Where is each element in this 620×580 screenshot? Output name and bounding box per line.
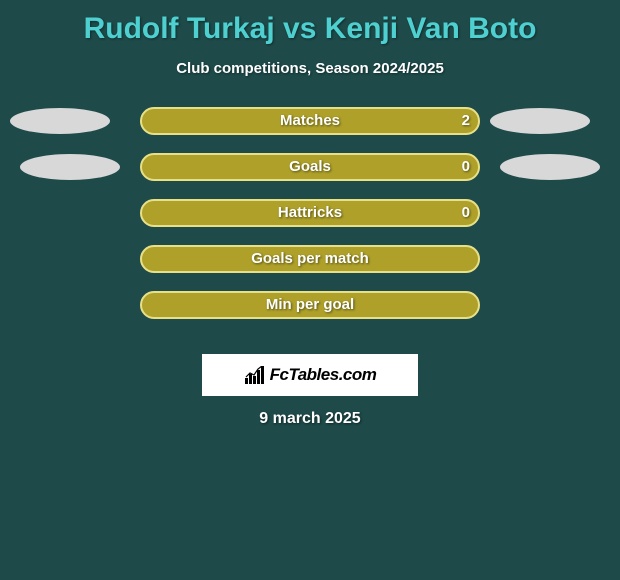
stat-label: Goals per match bbox=[140, 245, 480, 273]
stat-label: Min per goal bbox=[140, 291, 480, 319]
stat-rows: Matches2Goals0Hattricks0Goals per matchM… bbox=[0, 107, 620, 319]
ellipse-left bbox=[10, 108, 110, 134]
ellipse-right bbox=[490, 108, 590, 134]
stat-value: 0 bbox=[462, 199, 470, 227]
stat-value: 0 bbox=[462, 153, 470, 181]
stat-row: Goals per match bbox=[0, 245, 620, 273]
page-title: Rudolf Turkaj vs Kenji Van Boto bbox=[0, 0, 620, 46]
stat-row: Hattricks0 bbox=[0, 199, 620, 227]
stat-row: Matches2 bbox=[0, 107, 620, 135]
bars-icon bbox=[244, 366, 266, 384]
ellipse-left bbox=[20, 154, 120, 180]
comparison-card: Rudolf Turkaj vs Kenji Van Boto Club com… bbox=[0, 0, 620, 580]
logo-text: FcTables.com bbox=[270, 365, 377, 385]
stat-label: Matches bbox=[140, 107, 480, 135]
date-label: 9 march 2025 bbox=[0, 410, 620, 428]
stat-label: Goals bbox=[140, 153, 480, 181]
logo-box: FcTables.com bbox=[202, 354, 418, 396]
stat-value: 2 bbox=[462, 107, 470, 135]
subtitle: Club competitions, Season 2024/2025 bbox=[0, 60, 620, 77]
stat-label: Hattricks bbox=[140, 199, 480, 227]
logo: FcTables.com bbox=[244, 365, 377, 385]
stat-row: Goals0 bbox=[0, 153, 620, 181]
ellipse-right bbox=[500, 154, 600, 180]
stat-row: Min per goal bbox=[0, 291, 620, 319]
